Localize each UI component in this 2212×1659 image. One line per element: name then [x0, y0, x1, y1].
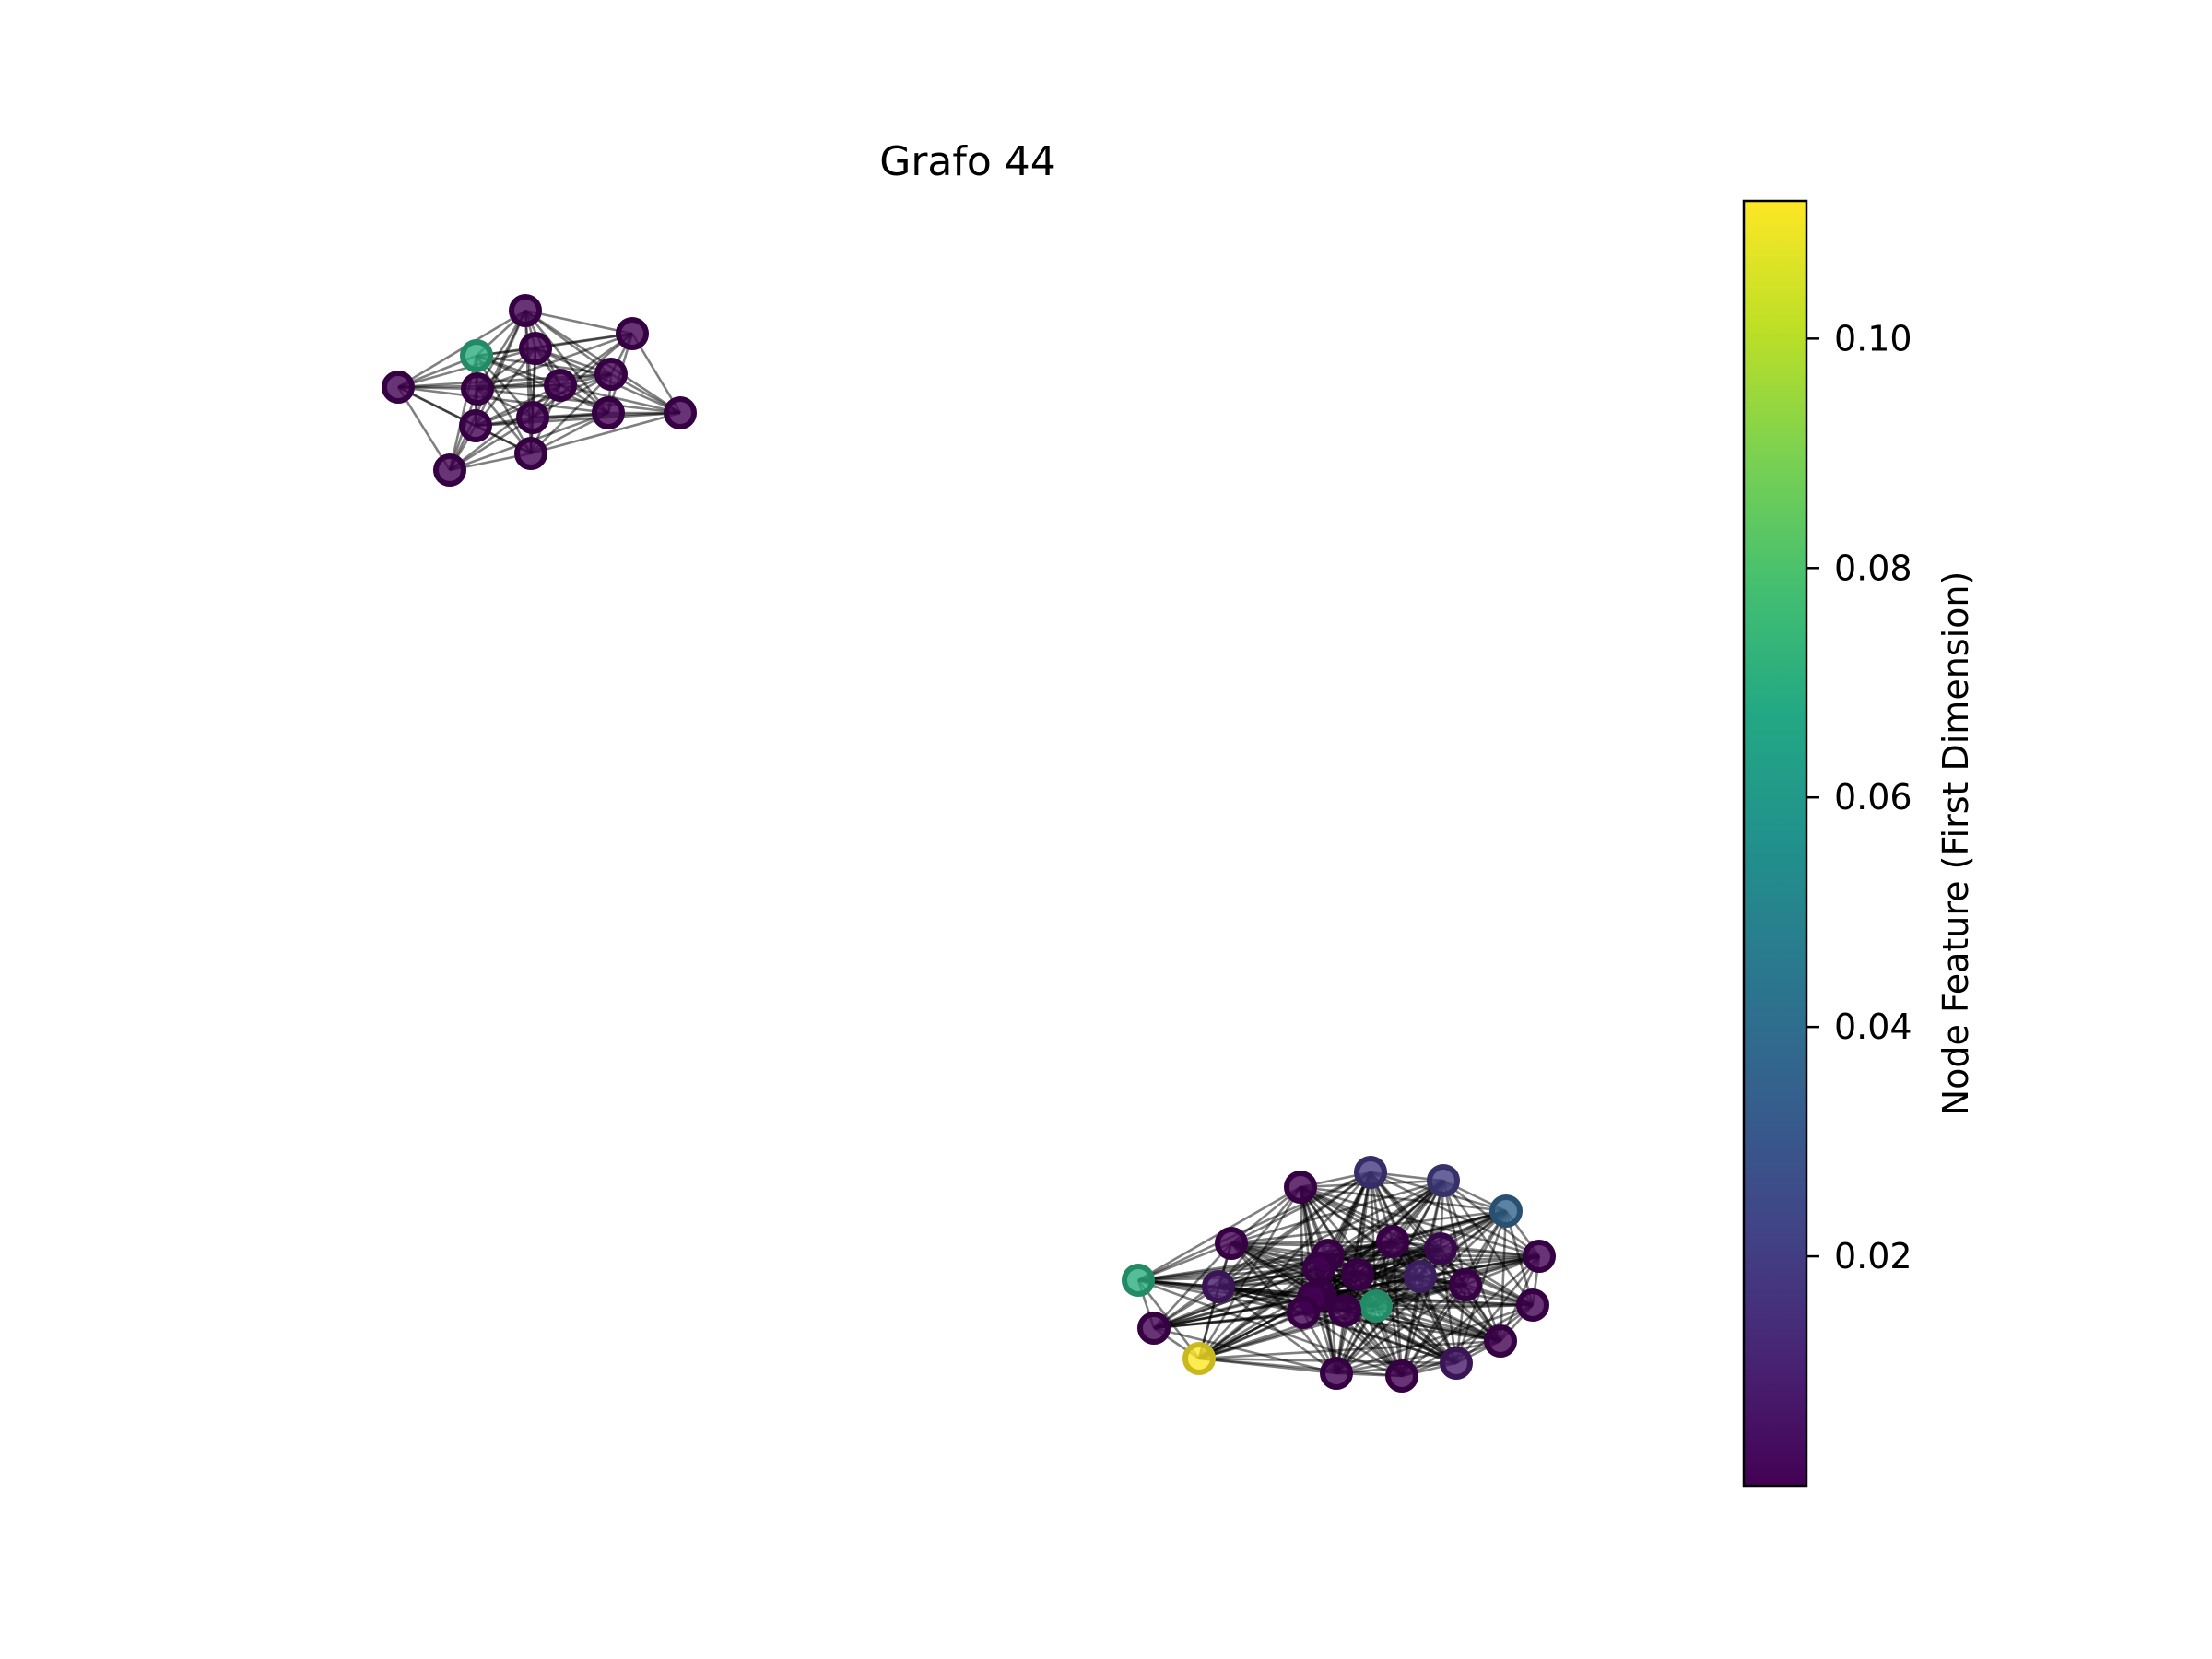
graph-edge: [477, 387, 681, 415]
graph-node: [1516, 1288, 1549, 1322]
graph-edge: [1401, 1303, 1534, 1378]
graph-edge: [1137, 1240, 1394, 1282]
colorbar: 0.02 0.04 0.06 0.08 0.10 Node Feature (First…: [1742, 199, 1976, 1488]
graph-node: [1449, 1268, 1482, 1301]
graph-edge: [1137, 1171, 1371, 1282]
graph-edge: [1153, 1296, 1314, 1330]
colorbar-tick-label: 0.04: [1834, 1006, 1912, 1047]
graph-edge: [530, 373, 612, 454]
graph-node: [514, 437, 547, 470]
graph-node: [382, 371, 415, 404]
graph-edge: [1153, 1266, 1320, 1330]
graph-node: [1341, 1258, 1374, 1291]
graph-node: [1427, 1164, 1460, 1197]
node-layer: [382, 294, 1556, 1393]
graph-node: [1440, 1347, 1473, 1380]
graph-edge: [1454, 1255, 1541, 1364]
graph-node: [1122, 1264, 1155, 1297]
graph-node: [1385, 1359, 1418, 1393]
graph-node: [1202, 1270, 1235, 1303]
graph-edge: [1499, 1210, 1508, 1342]
graph-node: [616, 317, 649, 350]
graph-edge: [524, 309, 633, 335]
graph-edge: [1153, 1326, 1337, 1375]
graph-edge: [1230, 1209, 1507, 1245]
graph-node: [1376, 1225, 1409, 1258]
graph-edge: [475, 372, 612, 428]
graph-edge: [1153, 1311, 1304, 1330]
graph-node: [1302, 1252, 1335, 1285]
graph-node: [1489, 1194, 1523, 1228]
graph-edge: [1218, 1266, 1320, 1288]
graph-node: [1215, 1227, 1248, 1260]
graph-edge: [1335, 1276, 1421, 1374]
colorbar-label: Node Feature (First Dimension): [1936, 571, 1976, 1116]
graph-node: [1354, 1156, 1387, 1189]
colorbar-ticks: 0.02 0.04 0.06 0.08 0.10: [1806, 318, 1912, 1277]
graph-node: [664, 396, 697, 429]
graph-edge: [1335, 1339, 1501, 1375]
graph-edge: [475, 355, 533, 454]
graph-edge: [1198, 1357, 1403, 1378]
graph-edge: [1335, 1303, 1534, 1375]
colorbar-gradient: [1742, 199, 1808, 1488]
edge-layer: [396, 309, 1541, 1378]
graph-edge: [1335, 1283, 1466, 1375]
colorbar-tick-label: 0.02: [1834, 1236, 1912, 1277]
graph-node: [1424, 1232, 1457, 1265]
graph-node: [1182, 1342, 1216, 1375]
graph-node: [544, 369, 577, 402]
graph-node: [519, 332, 552, 365]
graph-node: [459, 409, 492, 442]
graph-node: [509, 294, 542, 327]
graph-edge: [1440, 1247, 1534, 1307]
graph-node: [460, 339, 493, 372]
graph-node: [433, 453, 466, 487]
graph-node: [1523, 1240, 1556, 1273]
graph-node: [1404, 1260, 1437, 1293]
colorbar-tick-label: 0.08: [1834, 547, 1912, 588]
graph-node: [1137, 1312, 1171, 1345]
colorbar-tick-label: 0.10: [1834, 318, 1912, 359]
graph-edge: [1198, 1339, 1501, 1360]
graph-edge: [1218, 1285, 1337, 1375]
graph-edge: [1302, 1311, 1403, 1378]
graph-node: [516, 401, 549, 434]
graph-edge: [530, 411, 681, 455]
graph-edge: [1230, 1179, 1444, 1245]
graph-edge: [397, 385, 609, 415]
graph-node: [592, 396, 625, 429]
graph-node: [1328, 1294, 1361, 1327]
graph-node: [461, 372, 494, 406]
graph-node: [1284, 1171, 1317, 1204]
graph-edge: [1198, 1311, 1304, 1360]
colorbar-tick-label: 0.06: [1834, 777, 1912, 818]
graph-node: [1320, 1357, 1353, 1390]
graph-node: [1287, 1296, 1320, 1329]
graph-node: [1359, 1289, 1393, 1323]
graph-node: [1484, 1324, 1517, 1358]
graph-edge: [397, 372, 612, 389]
chart-title: Grafo 44: [879, 138, 1056, 185]
graph-node: [594, 358, 628, 391]
graph-edge: [1137, 1241, 1232, 1282]
